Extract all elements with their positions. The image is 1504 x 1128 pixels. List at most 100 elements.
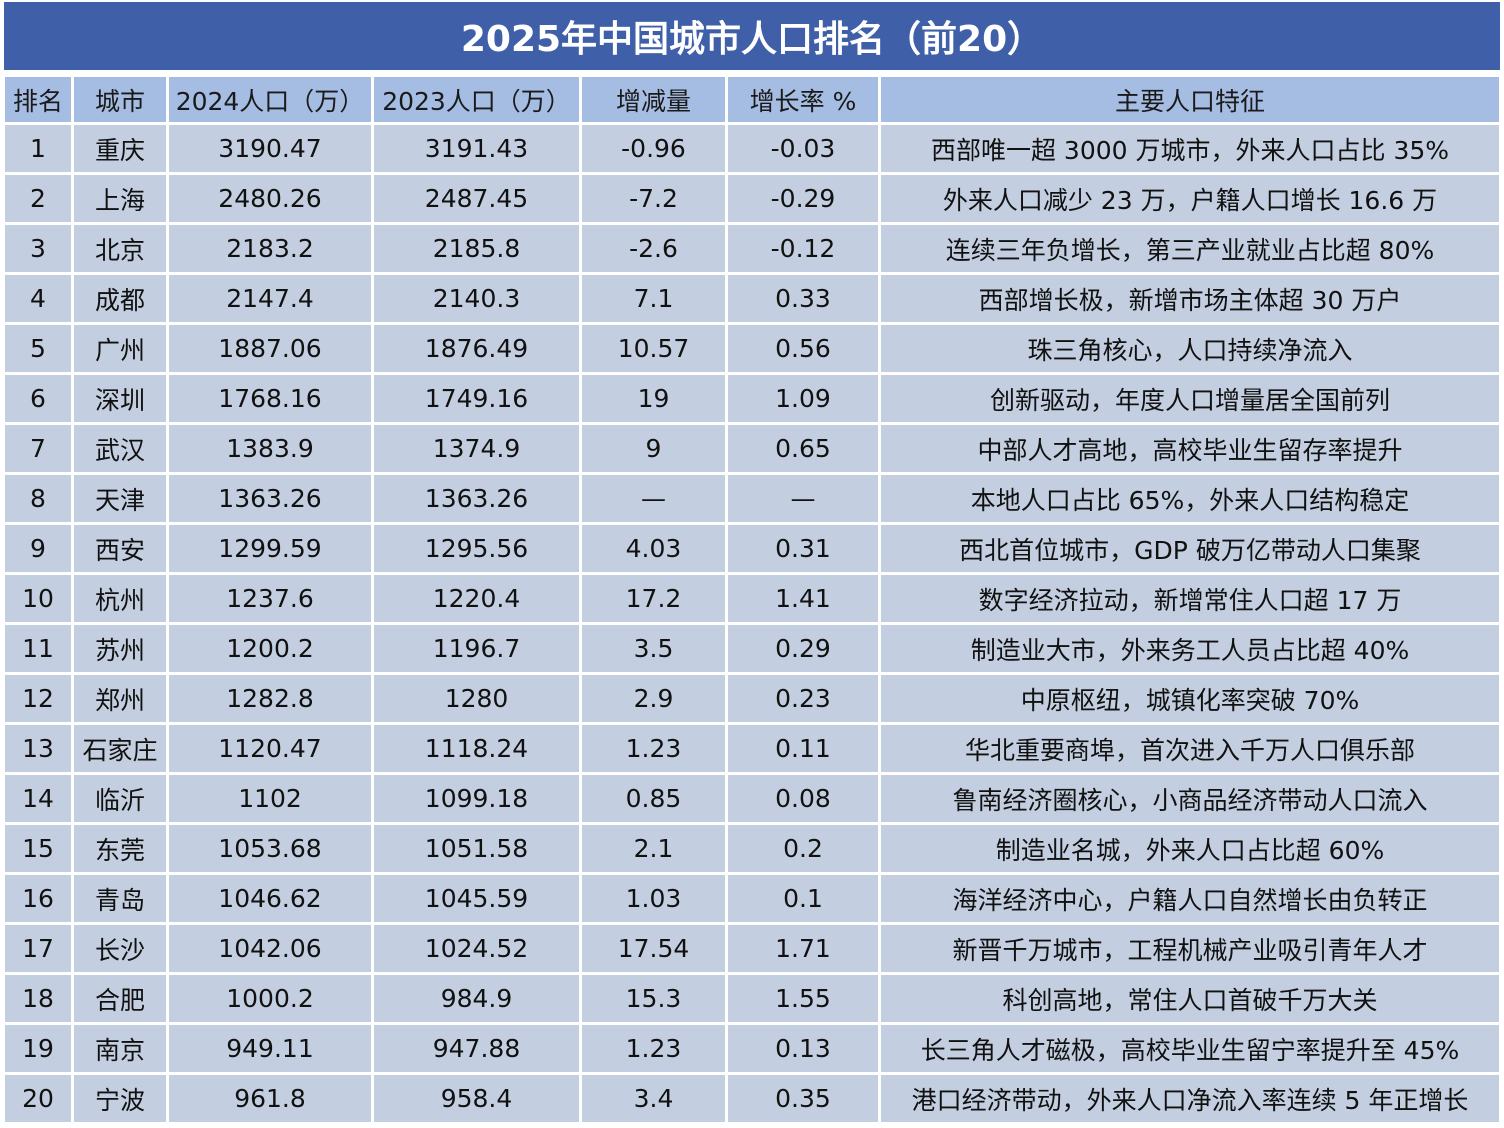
features-cell: 制造业名城，外来人口占比超 60% xyxy=(881,825,1499,872)
city-cell: 天津 xyxy=(74,475,166,522)
change-cell: 17.54 xyxy=(582,925,725,972)
features-cell: 中部人才高地，高校毕业生留存率提升 xyxy=(881,425,1499,472)
header-change: 增减量 xyxy=(582,77,725,122)
city-cell: 合肥 xyxy=(74,975,166,1022)
growth-rate-cell: 0.08 xyxy=(728,775,878,822)
growth-rate-cell: 1.55 xyxy=(728,975,878,1022)
growth-rate-cell: 1.71 xyxy=(728,925,878,972)
city-cell: 郑州 xyxy=(74,675,166,722)
header-row: 排名 城市 2024人口（万） 2023人口（万） 增减量 增长率 % 主要人口… xyxy=(5,77,1499,122)
rank-cell: 3 xyxy=(5,225,71,272)
city-cell: 长沙 xyxy=(74,925,166,972)
rank-cell: 12 xyxy=(5,675,71,722)
population-2023-cell: 984.9 xyxy=(374,975,579,1022)
population-2023-cell: 1099.18 xyxy=(374,775,579,822)
growth-rate-cell: 0.23 xyxy=(728,675,878,722)
population-2024-cell: 1383.9 xyxy=(169,425,371,472)
population-2023-cell: 2185.8 xyxy=(374,225,579,272)
features-cell: 鲁南经济圈核心，小商品经济带动人口流入 xyxy=(881,775,1499,822)
table-row: 9 西安 1299.59 1295.56 4.03 0.31 西北首位城市，GDP 破万亿带… xyxy=(5,525,1499,572)
city-cell: 成都 xyxy=(74,275,166,322)
city-cell: 东莞 xyxy=(74,825,166,872)
table-row: 12 郑州 1282.8 1280 2.9 0.23 中原枢纽，城镇化率突破 70% xyxy=(5,675,1499,722)
population-2024-cell: 1887.06 xyxy=(169,325,371,372)
header-population-2023: 2023人口（万） xyxy=(374,77,579,122)
table-row: 18 合肥 1000.2 984.9 15.3 1.55 科创高地，常住人口首破千万大关 xyxy=(5,975,1499,1022)
population-2024-cell: 1363.26 xyxy=(169,475,371,522)
population-2023-cell: 1051.58 xyxy=(374,825,579,872)
city-cell: 石家庄 xyxy=(74,725,166,772)
features-cell: 华北重要商埠，首次进入千万人口俱乐部 xyxy=(881,725,1499,772)
table-row: 8 天津 1363.26 1363.26— — 本地人口占比 65%，外来人口结构稳定 xyxy=(5,475,1499,522)
change-cell: 3.4 xyxy=(582,1075,725,1122)
table-row: 5 广州 1887.06 1876.49 10.57 0.56 珠三角核心，人口持续净流入 xyxy=(5,325,1499,372)
rank-cell: 8 xyxy=(5,475,71,522)
rank-cell: 15 xyxy=(5,825,71,872)
population-2024-cell: 1299.59 xyxy=(169,525,371,572)
table-row: 1 重庆 3190.47 3191.43 -0.96 -0.03 西部唯一超 3000 万城… xyxy=(5,125,1499,172)
population-2024-cell: 1102 xyxy=(169,775,371,822)
rank-cell: 14 xyxy=(5,775,71,822)
change-cell: — xyxy=(582,475,725,522)
table-row: 16 青岛 1046.62 1045.59 1.03 0.1 海洋经济中心，户籍人口自然增长… xyxy=(5,875,1499,922)
population-2024-cell: 1200.2 xyxy=(169,625,371,672)
features-cell: 长三角人才磁极，高校毕业生留宁率提升至 45% xyxy=(881,1025,1499,1072)
table-body: 1 重庆 3190.47 3191.43 -0.96 -0.03 西部唯一超 3000 万城… xyxy=(5,125,1499,1122)
population-2023-cell: 2487.45 xyxy=(374,175,579,222)
change-cell: 19 xyxy=(582,375,725,422)
features-cell: 珠三角核心，人口持续净流入 xyxy=(881,325,1499,372)
city-cell: 临沂 xyxy=(74,775,166,822)
features-cell: 西北首位城市，GDP 破万亿带动人口集聚 xyxy=(881,525,1499,572)
population-2024-cell: 1120.47 xyxy=(169,725,371,772)
population-2023-cell: 1118.24 xyxy=(374,725,579,772)
features-cell: 科创高地，常住人口首破千万大关 xyxy=(881,975,1499,1022)
growth-rate-cell: 0.65 xyxy=(728,425,878,472)
growth-rate-cell: -0.29 xyxy=(728,175,878,222)
population-2023-cell: 1374.9 xyxy=(374,425,579,472)
city-cell: 南京 xyxy=(74,1025,166,1072)
city-cell: 武汉 xyxy=(74,425,166,472)
population-2024-cell: 1237.6 xyxy=(169,575,371,622)
growth-rate-cell: -0.03 xyxy=(728,125,878,172)
population-2023-cell: 1280 xyxy=(374,675,579,722)
population-2024-cell: 1000.2 xyxy=(169,975,371,1022)
population-2023-cell: 947.88 xyxy=(374,1025,579,1072)
growth-rate-cell: 0.33 xyxy=(728,275,878,322)
population-2024-cell: 2183.2 xyxy=(169,225,371,272)
rank-cell: 5 xyxy=(5,325,71,372)
population-2024-cell: 2147.4 xyxy=(169,275,371,322)
features-cell: 海洋经济中心，户籍人口自然增长由负转正 xyxy=(881,875,1499,922)
rank-cell: 19 xyxy=(5,1025,71,1072)
population-2024-cell: 961.8 xyxy=(169,1075,371,1122)
city-cell: 杭州 xyxy=(74,575,166,622)
city-cell: 西安 xyxy=(74,525,166,572)
population-2023-cell: 1045.59 xyxy=(374,875,579,922)
table-row: 3 北京 2183.2 2185.8 -2.6 -0.12 连续三年负增长，第三产业就业占比… xyxy=(5,225,1499,272)
change-cell: 17.2 xyxy=(582,575,725,622)
rank-cell: 7 xyxy=(5,425,71,472)
change-cell: 1.23 xyxy=(582,725,725,772)
rank-cell: 9 xyxy=(5,525,71,572)
change-cell: 2.1 xyxy=(582,825,725,872)
rank-cell: 4 xyxy=(5,275,71,322)
table-row: 10 杭州 1237.6 1220.4 17.2 1.41 数字经济拉动，新增常住人口超 1… xyxy=(5,575,1499,622)
change-cell: 15.3 xyxy=(582,975,725,1022)
change-cell: 1.03 xyxy=(582,875,725,922)
city-cell: 苏州 xyxy=(74,625,166,672)
population-2023-cell: 1196.7 xyxy=(374,625,579,672)
population-2024-cell: 2480.26 xyxy=(169,175,371,222)
population-2023-cell: 1363.26 xyxy=(374,475,579,522)
table-row: 11 苏州 1200.2 1196.7 3.5 0.29 制造业大市，外来务工人员占比超 4… xyxy=(5,625,1499,672)
features-cell: 本地人口占比 65%，外来人口结构稳定 xyxy=(881,475,1499,522)
city-cell: 深圳 xyxy=(74,375,166,422)
header-growth-rate: 增长率 % xyxy=(728,77,878,122)
table-row: 17 长沙 1042.06 1024.52 17.54 1.71 新晋千万城市，工程机械产业… xyxy=(5,925,1499,972)
population-2024-cell: 1046.62 xyxy=(169,875,371,922)
table-row: 19 南京 949.11 947.88 1.23 0.13 长三角人才磁极，高校毕业生留宁率… xyxy=(5,1025,1499,1072)
rank-cell: 2 xyxy=(5,175,71,222)
population-2023-cell: 1749.16 xyxy=(374,375,579,422)
city-cell: 青岛 xyxy=(74,875,166,922)
rank-cell: 1 xyxy=(5,125,71,172)
features-cell: 连续三年负增长，第三产业就业占比超 80% xyxy=(881,225,1499,272)
